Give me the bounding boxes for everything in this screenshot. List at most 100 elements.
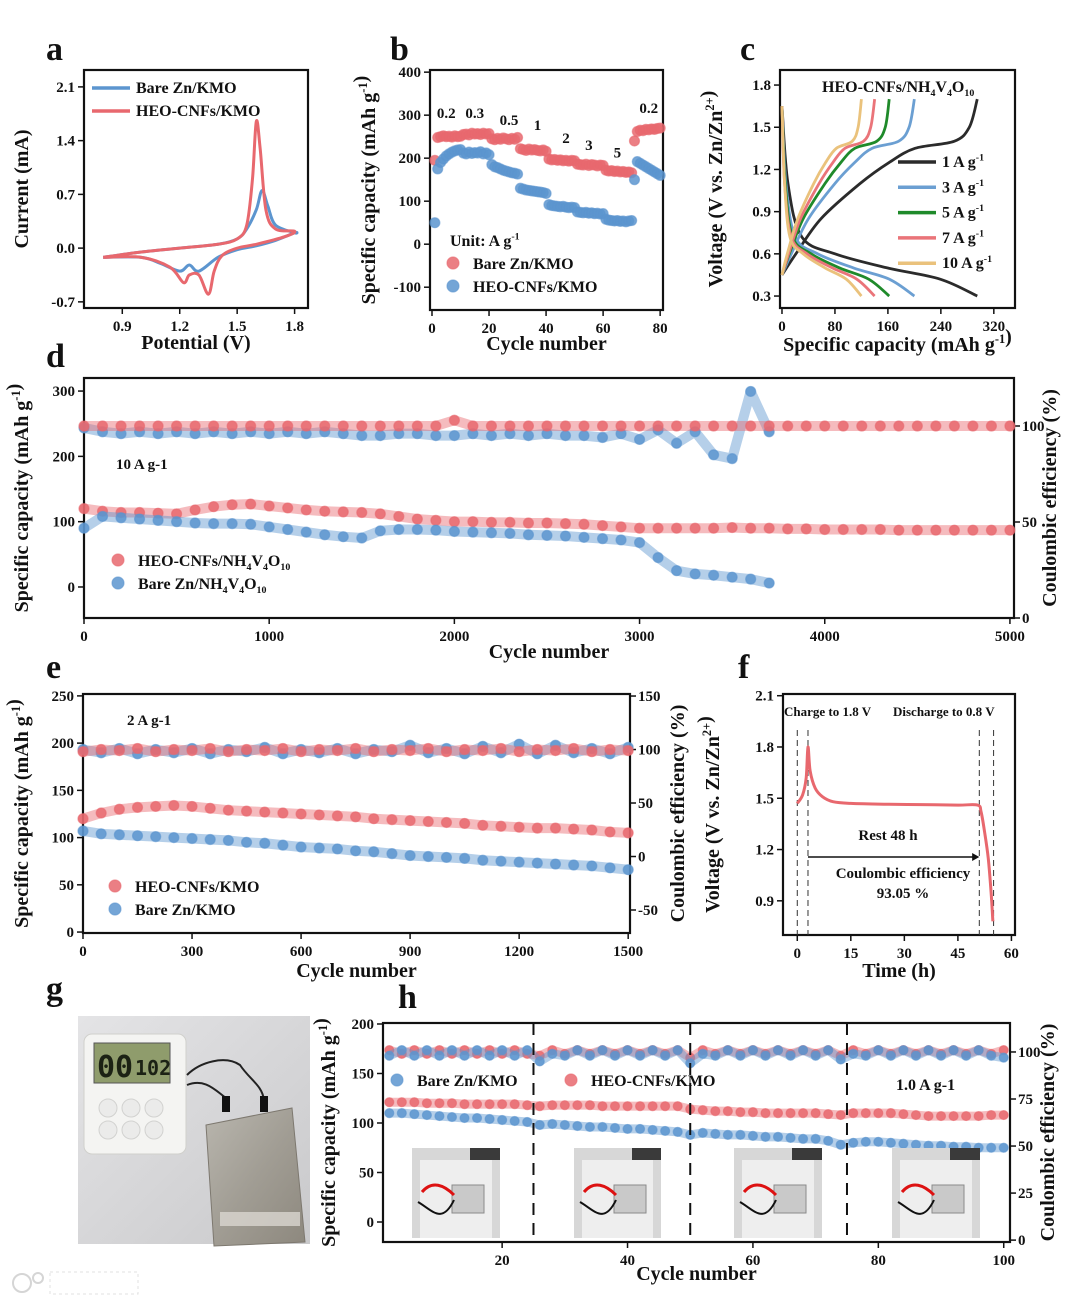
data-point [430,420,442,432]
y-tick-label: 150 [352,1066,375,1082]
x-tick-label: 240 [930,319,953,335]
data-point [935,1050,947,1061]
current-density-label: 1.0 A g-1 [896,1077,955,1094]
data-point [708,449,720,461]
y-right-tick-label: 50 [1022,515,1037,531]
y-right-tick-label: 0 [638,850,646,866]
data-point [572,1100,583,1111]
data-point [186,744,198,757]
timer-buttons [98,1098,164,1140]
data-point [222,746,234,758]
plot-frame [778,68,1017,310]
data-point [77,746,89,758]
data-point [797,1107,809,1119]
data-point [170,420,183,432]
data-point [96,420,109,432]
data-point [459,852,471,864]
data-point [77,813,89,825]
data-point [735,1050,746,1061]
x-tick-label: 20 [495,1253,510,1269]
data-point [411,523,423,536]
data-point [277,807,289,819]
y-right-tick-label: 150 [638,689,661,705]
legend-label: Bare Zn/KMO [417,1073,518,1090]
data-point [708,522,720,534]
data-point [935,1110,947,1122]
data-point [150,831,162,843]
data-point [596,533,609,545]
data-point [708,569,720,581]
data-point [115,420,127,432]
data-point [497,1044,508,1056]
y-tick-label: 200 [399,151,422,167]
data-point [446,1111,458,1123]
data-point [726,521,738,534]
data-point [522,430,535,442]
data-point [689,522,701,534]
data-point [485,516,498,528]
y-tick-label: 100 [399,194,422,210]
data-point [873,1136,884,1147]
y-tick-label: -0.7 [51,295,75,311]
y-tick-label: 0 [68,580,76,596]
data-point [622,1123,633,1135]
legend-label: Bare Zn/KMO [473,256,574,273]
data-point [572,1120,583,1132]
data-point [386,814,398,826]
panel-label-a: a [46,31,63,68]
data-point [396,1097,407,1108]
data-point [170,516,183,528]
data-point [531,857,543,869]
data-point [459,1099,470,1110]
x-tick-label: 30 [897,946,912,962]
data-point [331,843,344,855]
data-point [559,1119,570,1131]
data-point [596,519,609,532]
data-point [848,1137,859,1148]
data-point [910,1050,922,1061]
legend-label: Bare Zn/KMO [135,902,236,919]
data-point [660,1050,671,1061]
y-axis-title: Voltage (V vs. Zn/Zn2+) [694,716,724,913]
data-point [967,420,979,432]
data-point [735,1107,746,1118]
wire [186,1059,265,1101]
y-tick-label: 0.3 [752,289,771,305]
data-point [672,1126,683,1138]
data-point [615,534,627,546]
data-point [622,864,634,876]
data-point [800,420,812,432]
data-point [745,420,757,432]
y-tick-label: 0 [367,1215,375,1231]
legend-label: 1 A g-1 [942,153,984,171]
y-right-tick-label: 50 [1018,1139,1033,1155]
data-point [622,744,634,757]
data-point [485,420,498,432]
data-point [168,799,180,812]
x-tick-label: 1.5 [228,319,247,335]
data-point [670,565,683,577]
x-tick-label: 1000 [254,629,284,645]
x-tick-label: 80 [653,321,668,337]
data-point [374,525,386,537]
panel-d: 0 1000 2000 3000 4000 50000100200300050100Cyc… [3,376,1061,663]
data-point [547,1118,558,1130]
data-point [448,430,460,442]
x-tick-label: 5000 [995,629,1025,645]
data-point [568,823,580,835]
y-tick-label: 1.2 [755,843,774,859]
data-point [874,420,886,432]
y-right-axis-title: Coulombic efficiency (%) [1037,1024,1059,1242]
y-right-tick-label: -50 [638,903,658,919]
panel-label-e: e [46,649,61,686]
data-point [133,513,146,525]
data-point [331,744,344,757]
data-point [477,854,489,866]
data-point [222,804,234,816]
current-density-label: 10 A g-1 [116,457,168,473]
data-point [497,1099,508,1110]
data-point [998,1109,1009,1121]
legend-marker [446,256,460,270]
data-point [586,746,598,758]
data-point [263,420,275,432]
